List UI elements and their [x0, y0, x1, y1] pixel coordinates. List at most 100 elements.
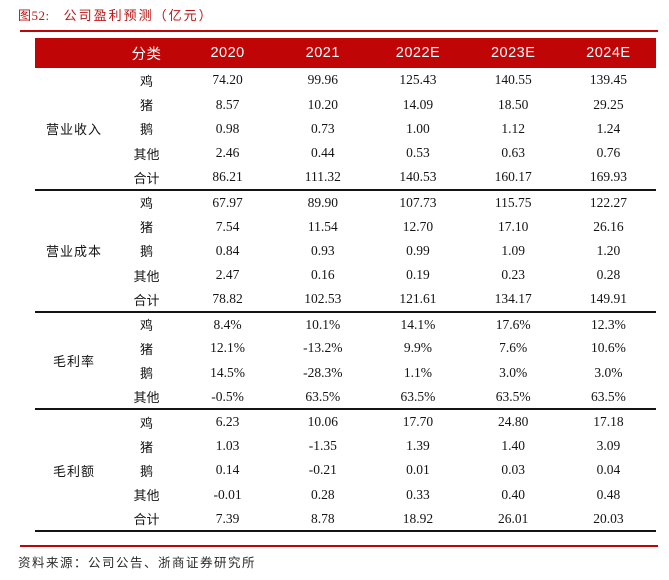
value-cell: 140.55: [465, 68, 561, 93]
table-body: 营业收入鸡 74.20 99.96 125.43 140.55 139.45 猪 8.57 10…: [35, 68, 656, 532]
value-cell: 122.27: [560, 188, 656, 215]
value-cell: 86.21: [180, 165, 276, 190]
footer-divider-rule: [20, 545, 658, 547]
value-cell: 1.40: [465, 433, 561, 459]
value-cell: -0.21: [275, 458, 371, 483]
value-cell: 74.20: [180, 68, 276, 93]
value-cell: 115.75: [465, 188, 561, 215]
table-row: 猪 7.54 11.54 12.70 17.10 26.16: [35, 214, 656, 239]
category-cell: 鹅: [113, 458, 180, 483]
value-cell: 8.4%: [180, 310, 276, 337]
value-cell: 7.6%: [465, 336, 561, 361]
value-cell: -1.35: [275, 433, 371, 459]
category-cell: 鸡: [113, 408, 180, 434]
value-cell: 7.39: [180, 507, 276, 532]
value-cell: -13.2%: [275, 336, 371, 361]
table-row: 营业收入鸡 74.20 99.96 125.43 140.55 139.45: [35, 68, 656, 190]
value-cell: 0.04: [560, 458, 656, 483]
figure-title-text: 公司盈利预测（亿元）: [63, 8, 214, 23]
figure-number: 图52:: [18, 8, 50, 23]
value-cell: 12.70: [370, 214, 466, 239]
table-row: 猪 1.03 -1.35 1.39 1.40 3.09: [35, 433, 656, 459]
value-cell: 10.1%: [275, 310, 371, 337]
value-cell: 0.28: [560, 263, 656, 288]
table-header: 分类 2020 2021 2022E 2023E 2024E: [35, 38, 656, 68]
table-row: 鹅 14.5% -28.3% 1.1% 3.0% 3.0%: [35, 360, 656, 386]
value-cell: 9.9%: [370, 336, 466, 361]
table-row: 鹅 0.14 -0.21 0.01 0.03 0.04: [35, 458, 656, 483]
value-cell: 1.03: [180, 433, 276, 459]
category-cell: 猪: [113, 336, 180, 361]
forecast-table: 分类 2020 2021 2022E 2023E 2024E 营业收入鸡 74.20 99.9…: [35, 38, 656, 533]
value-cell: 0.19: [370, 263, 466, 288]
value-cell: 63.5%: [465, 385, 561, 410]
header-spacer: [35, 38, 113, 68]
value-cell: 17.18: [560, 408, 656, 434]
value-cell: 0.16: [275, 263, 371, 288]
value-cell: 24.80: [465, 408, 561, 434]
value-cell: 1.00: [370, 116, 466, 142]
value-cell: -28.3%: [275, 360, 371, 386]
value-cell: 140.53: [370, 165, 466, 190]
table-row: 合计 7.39 8.78 18.92 26.01 20.03: [35, 507, 656, 532]
value-cell: 10.6%: [560, 336, 656, 361]
value-cell: 0.03: [465, 458, 561, 483]
value-cell: 1.20: [560, 238, 656, 264]
value-cell: 0.01: [370, 458, 466, 483]
value-cell: 107.73: [370, 188, 466, 215]
value-cell: 63.5%: [370, 385, 466, 410]
value-cell: 3.0%: [465, 360, 561, 386]
value-cell: 17.6%: [465, 310, 561, 337]
category-cell: 合计: [113, 287, 180, 312]
column-header-year: 2020: [180, 38, 276, 68]
category-cell: 鸡: [113, 310, 180, 337]
category-cell: 鹅: [113, 238, 180, 264]
value-cell: 17.70: [370, 408, 466, 434]
value-cell: 29.25: [560, 92, 656, 117]
value-cell: 0.14: [180, 458, 276, 483]
value-cell: 78.82: [180, 287, 276, 312]
value-cell: 14.5%: [180, 360, 276, 386]
value-cell: 0.23: [465, 263, 561, 288]
title-divider-rule: [20, 30, 658, 32]
value-cell: 12.3%: [560, 310, 656, 337]
category-cell: 鹅: [113, 116, 180, 142]
table-row: 其他 -0.01 0.28 0.33 0.40 0.48: [35, 482, 656, 508]
value-cell: 0.44: [275, 141, 371, 166]
figure-title: 图52: 公司盈利预测（亿元）: [18, 7, 214, 24]
value-cell: 0.48: [560, 482, 656, 508]
value-cell: 14.1%: [370, 310, 466, 337]
value-cell: 26.16: [560, 214, 656, 239]
value-cell: 14.09: [370, 92, 466, 117]
value-cell: 18.92: [370, 507, 466, 532]
value-cell: 1.12: [465, 116, 561, 142]
value-cell: 169.93: [560, 165, 656, 190]
column-header-year: 2022E: [370, 38, 466, 68]
value-cell: 3.09: [560, 433, 656, 459]
value-cell: -0.5%: [180, 385, 276, 410]
value-cell: 149.91: [560, 287, 656, 312]
table-row: 猪 12.1% -13.2% 9.9% 7.6% 10.6%: [35, 336, 656, 361]
value-cell: 121.61: [370, 287, 466, 312]
value-cell: 139.45: [560, 68, 656, 93]
value-cell: 63.5%: [275, 385, 371, 410]
value-cell: 0.73: [275, 116, 371, 142]
value-cell: 67.97: [180, 188, 276, 215]
value-cell: 0.40: [465, 482, 561, 508]
table-row: 合计 86.21 111.32 140.53 160.17 169.93: [35, 165, 656, 190]
category-cell: 合计: [113, 507, 180, 532]
value-cell: 18.50: [465, 92, 561, 117]
table-row: 营业成本鸡 67.97 89.90 107.73 115.75 122.27: [35, 188, 656, 312]
category-cell: 猪: [113, 433, 180, 459]
table-row: 其他 2.47 0.16 0.19 0.23 0.28: [35, 263, 656, 288]
value-cell: 26.01: [465, 507, 561, 532]
value-cell: 0.99: [370, 238, 466, 264]
table-header-row: 分类 2020 2021 2022E 2023E 2024E: [35, 38, 656, 68]
value-cell: 1.09: [465, 238, 561, 264]
value-cell: 8.78: [275, 507, 371, 532]
value-cell: 134.17: [465, 287, 561, 312]
value-cell: -0.01: [180, 482, 276, 508]
value-cell: 0.98: [180, 116, 276, 142]
row-group-label: 营业收入: [35, 68, 113, 190]
